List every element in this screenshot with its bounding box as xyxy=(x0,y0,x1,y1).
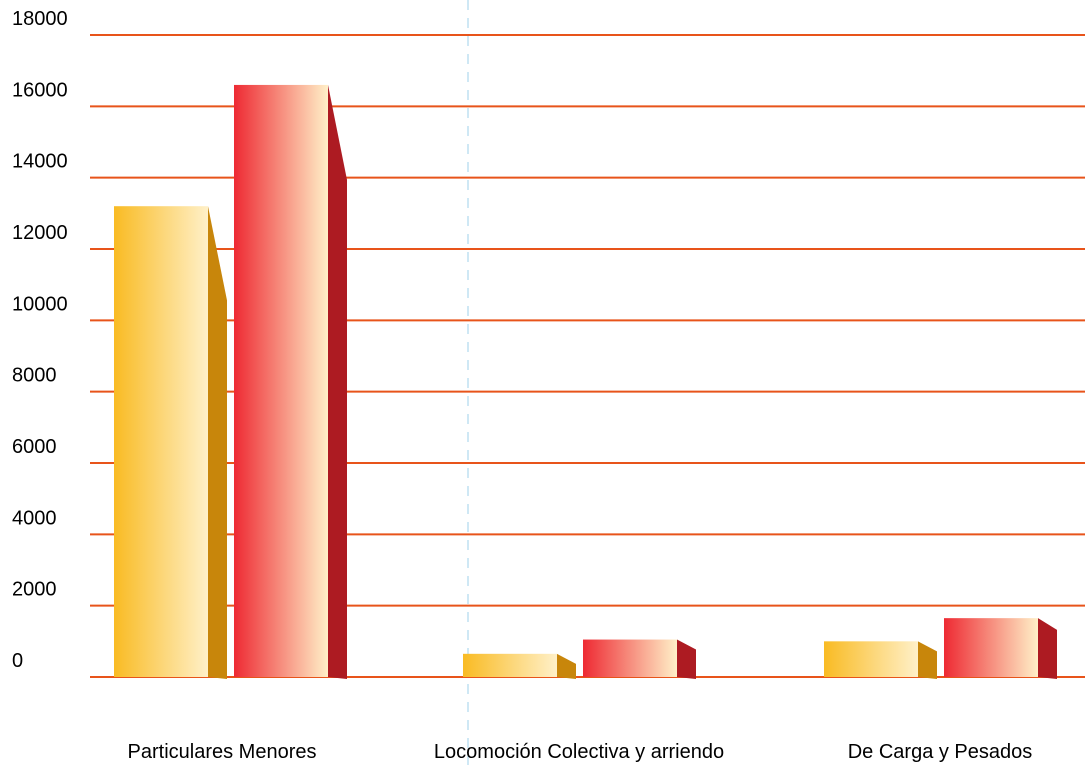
bar-side xyxy=(557,653,576,679)
bar-front xyxy=(583,639,677,677)
category-label: Locomoción Colectiva y arriendo xyxy=(434,741,724,763)
y-axis-tick-labels: 18000 16000 14000 12000 10000 8000 6000 4000 200… xyxy=(12,8,68,672)
bar xyxy=(463,653,576,679)
bar xyxy=(824,641,937,679)
y-tick-label: 12000 xyxy=(12,222,68,244)
bar-front xyxy=(463,653,557,677)
bar xyxy=(583,639,696,679)
bar-side xyxy=(328,84,347,679)
y-tick-label: 16000 xyxy=(12,79,68,101)
bar-front xyxy=(944,618,1038,677)
bar xyxy=(114,206,227,679)
bars xyxy=(114,84,1057,679)
y-tick-label: 2000 xyxy=(12,579,57,601)
bar xyxy=(234,84,347,679)
x-axis-category-labels: Particulares Menores Locomoción Colectiva… xyxy=(128,741,1033,763)
bar-side xyxy=(677,639,696,679)
bar xyxy=(944,618,1057,679)
y-tick-label: 8000 xyxy=(12,365,57,387)
y-tick-label: 10000 xyxy=(12,293,68,315)
bar-front xyxy=(114,206,208,677)
bar-side xyxy=(1038,618,1057,679)
y-tick-label: 0 xyxy=(12,650,23,672)
bar-front xyxy=(234,84,328,677)
y-tick-label: 6000 xyxy=(12,436,57,458)
y-tick-label: 18000 xyxy=(12,8,68,30)
category-label: Particulares Menores xyxy=(128,741,317,763)
bar-side xyxy=(208,206,227,679)
y-tick-label: 4000 xyxy=(12,507,57,529)
y-tick-label: 14000 xyxy=(12,151,68,173)
bar-side xyxy=(918,641,937,679)
category-label: De Carga y Pesados xyxy=(848,741,1033,763)
bar-front xyxy=(824,641,918,677)
